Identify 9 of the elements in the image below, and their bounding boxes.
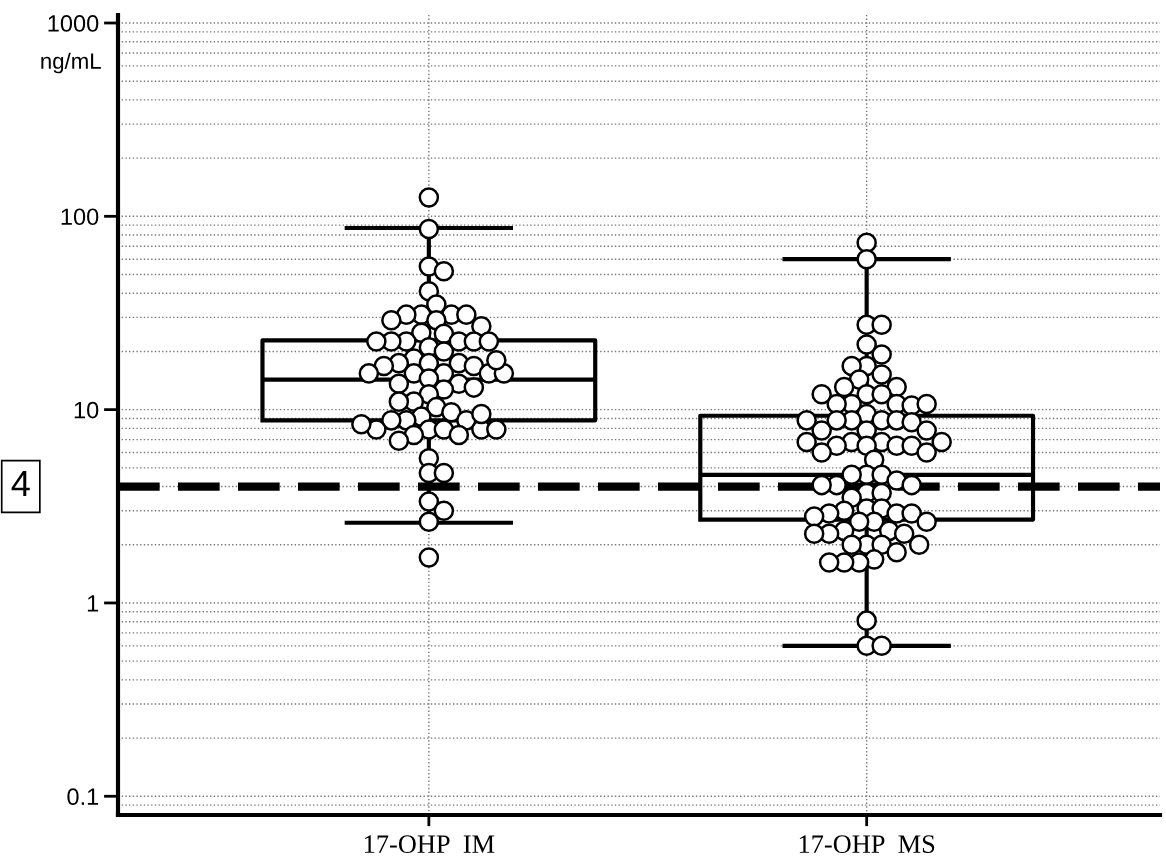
y-axis-title: ng/mL — [41, 52, 101, 74]
y-tick-label: 1 — [87, 595, 99, 612]
x-tick-label: 17-OHP MS — [799, 835, 935, 854]
y-tick-label: 10 — [74, 401, 99, 419]
y-tick-label: 1000 — [48, 15, 99, 32]
ref-line-label: 4 — [11, 471, 30, 496]
y-tick-label: 0.1 — [67, 788, 99, 806]
x-tick-label: 17-OHP IM — [364, 835, 495, 854]
y-tick-label: 100 — [61, 208, 99, 226]
